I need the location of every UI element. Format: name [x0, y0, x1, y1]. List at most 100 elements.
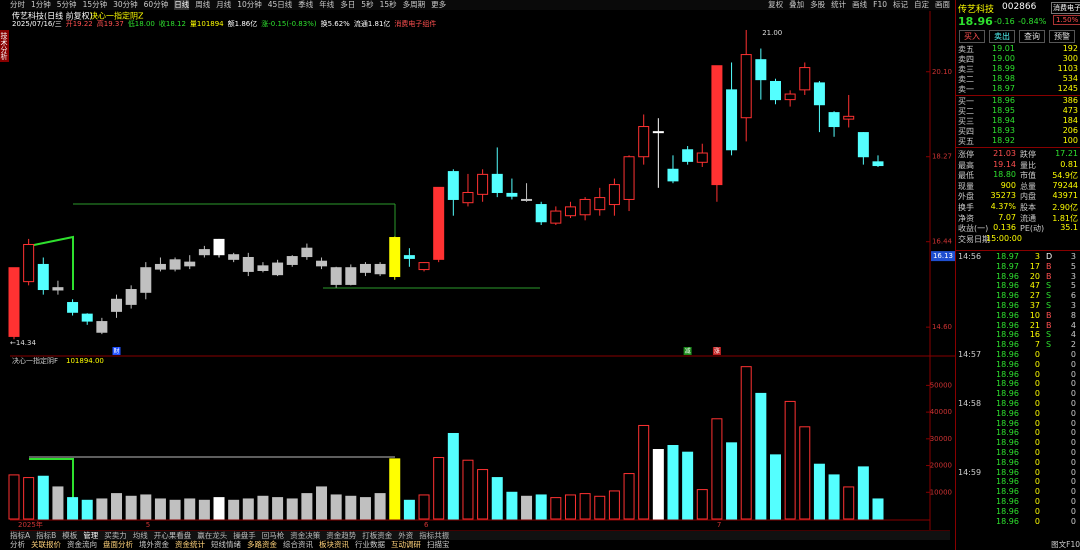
indicator-tab[interactable]: 指标B [36, 531, 57, 540]
stat-label: 换手 [958, 203, 974, 212]
indicator-tab[interactable]: 打板资金 [362, 531, 393, 540]
bottom-link[interactable]: 资金流向 [67, 540, 97, 549]
indicator-tab[interactable]: 资金趋势 [326, 531, 357, 540]
bottom-link[interactable]: 资金统计 [175, 540, 205, 549]
period-tab[interactable]: 季线 [298, 0, 314, 9]
period-tab[interactable]: 多周期 [402, 0, 426, 9]
tick-price: 18.96 [996, 359, 1019, 369]
tick-volume: 0 [1034, 379, 1040, 389]
bar-info: 收18.12 [159, 19, 186, 28]
quote-panel: 传艺科技 002866 消费电子 18.96 -0.16 -0.84% 1.50% 买入 卖出查… [955, 0, 1080, 550]
book-label: 买三 [958, 117, 974, 126]
stat-label: 市值 [1020, 171, 1036, 181]
bottom-link[interactable]: 综合资讯 [283, 540, 313, 549]
indicator-tab[interactable]: 均线 [132, 531, 148, 540]
indicator-tab[interactable]: 管理 [83, 531, 99, 540]
cursor-price-label: 16.13 [933, 252, 953, 260]
bar-info: 低18.00 [128, 19, 155, 28]
stat-label: 流通 [1020, 213, 1036, 223]
tick-count: 0 [1070, 369, 1076, 379]
period-tab[interactable]: 5分钟 [56, 0, 77, 9]
indicator-tab[interactable]: 开心果看盘 [153, 531, 192, 540]
indicator-tab[interactable]: 指标共振 [419, 531, 450, 540]
period-tab[interactable]: 15分钟 [82, 0, 108, 9]
volume-bar [682, 451, 694, 520]
tool-button[interactable]: 复权 [768, 0, 784, 9]
book-price: 18.94 [992, 116, 1015, 125]
bottom-link[interactable]: 关联报价 [31, 540, 61, 549]
tick-price: 18.96 [996, 281, 1019, 291]
tick-price: 18.96 [996, 369, 1019, 379]
indicator-tab[interactable]: 操盘手 [233, 531, 256, 540]
indicator-tab[interactable]: 指标A [10, 531, 31, 540]
indicator-tab[interactable]: 赢在龙头 [197, 531, 228, 540]
trade-button[interactable]: 查询 [1019, 30, 1045, 43]
period-tab[interactable]: 1分钟 [31, 0, 51, 9]
candle-body [564, 206, 576, 217]
tick-side: B [1046, 320, 1052, 330]
bottom-link[interactable]: 短线情绪 [211, 540, 241, 549]
candle-body [330, 267, 342, 285]
candle-body [623, 156, 635, 200]
period-tab[interactable]: 分时 [10, 0, 25, 9]
tick-side: S [1046, 340, 1052, 350]
candle-body [769, 81, 781, 101]
period-tab[interactable]: 5秒 [361, 0, 374, 9]
volume-bar [843, 486, 855, 520]
tool-button[interactable]: 画线 [852, 0, 868, 9]
candle-body [594, 197, 606, 211]
period-tab[interactable]: 年线 [319, 0, 335, 9]
volume-bar [711, 418, 723, 520]
trade-button[interactable]: 预警 [1049, 30, 1075, 43]
tool-button[interactable]: F10 [873, 0, 887, 9]
bottom-link[interactable]: 扫描宝 [427, 540, 450, 549]
indicator-tab[interactable]: 回马枪 [261, 531, 285, 540]
month-label: 6 [424, 521, 429, 529]
trade-button[interactable]: 买入 [959, 30, 985, 43]
period-tab[interactable]: 周线 [195, 0, 211, 9]
trade-button[interactable]: 卖出 [989, 30, 1015, 43]
tool-button[interactable]: 多股 [810, 0, 826, 9]
candle-body [872, 161, 884, 167]
bottom-link[interactable]: 盘面分析 [103, 540, 133, 549]
tick-volume: 20 [1029, 271, 1040, 281]
bar-info: 开19.22 [66, 20, 93, 28]
tick-count: 0 [1070, 497, 1076, 506]
book-price: 18.99 [992, 64, 1015, 73]
tool-button[interactable]: 标记 [893, 0, 908, 9]
indicator-tab[interactable]: 买卖力 [104, 531, 127, 540]
indicator-tab[interactable]: 模板 [62, 531, 78, 540]
side-tab[interactable]: 技术分析 [0, 32, 8, 60]
period-tab[interactable]: 日线 [174, 0, 190, 10]
bottom-link[interactable]: 行业数据 [355, 540, 385, 549]
bottom-link[interactable]: 互动调研 [391, 540, 421, 549]
period-tab[interactable]: 10分钟 [237, 0, 262, 9]
volume-bar [623, 473, 635, 520]
tool-button[interactable]: 画面 [935, 0, 950, 9]
indicator-tab[interactable]: 资金决策 [290, 531, 321, 540]
period-tab[interactable]: 15秒 [379, 0, 397, 9]
candle-body [711, 65, 723, 186]
bottom-link[interactable]: 境外资金 [139, 540, 169, 549]
stat-value: 43971 [1052, 191, 1078, 201]
indicator-tab[interactable]: 外资 [398, 531, 414, 540]
bottom-link[interactable]: 板块资讯 [319, 540, 349, 549]
period-tab[interactable]: 30分钟 [113, 0, 138, 9]
bottom-link[interactable]: 多路资金 [247, 540, 277, 549]
period-tab[interactable]: 60分钟 [143, 0, 169, 9]
tick-count: 0 [1070, 379, 1076, 389]
tool-button[interactable]: 叠加 [789, 0, 805, 9]
volume-bar [813, 463, 825, 520]
period-tab[interactable]: 多日 [340, 0, 356, 9]
candle-body [81, 313, 93, 322]
volume-bar [564, 494, 576, 520]
period-tab[interactable]: 月线 [216, 0, 232, 9]
tool-button[interactable]: 统计 [831, 0, 847, 9]
period-tab[interactable]: 更多 [431, 0, 447, 9]
tool-button[interactable]: 自定 [914, 0, 929, 9]
bottom-link[interactable]: 分析 [10, 540, 25, 549]
volume-bar [140, 494, 152, 520]
tick-volume: 0 [1034, 438, 1040, 448]
tick-volume: 0 [1034, 457, 1040, 467]
period-tab[interactable]: 45日线 [267, 0, 293, 9]
